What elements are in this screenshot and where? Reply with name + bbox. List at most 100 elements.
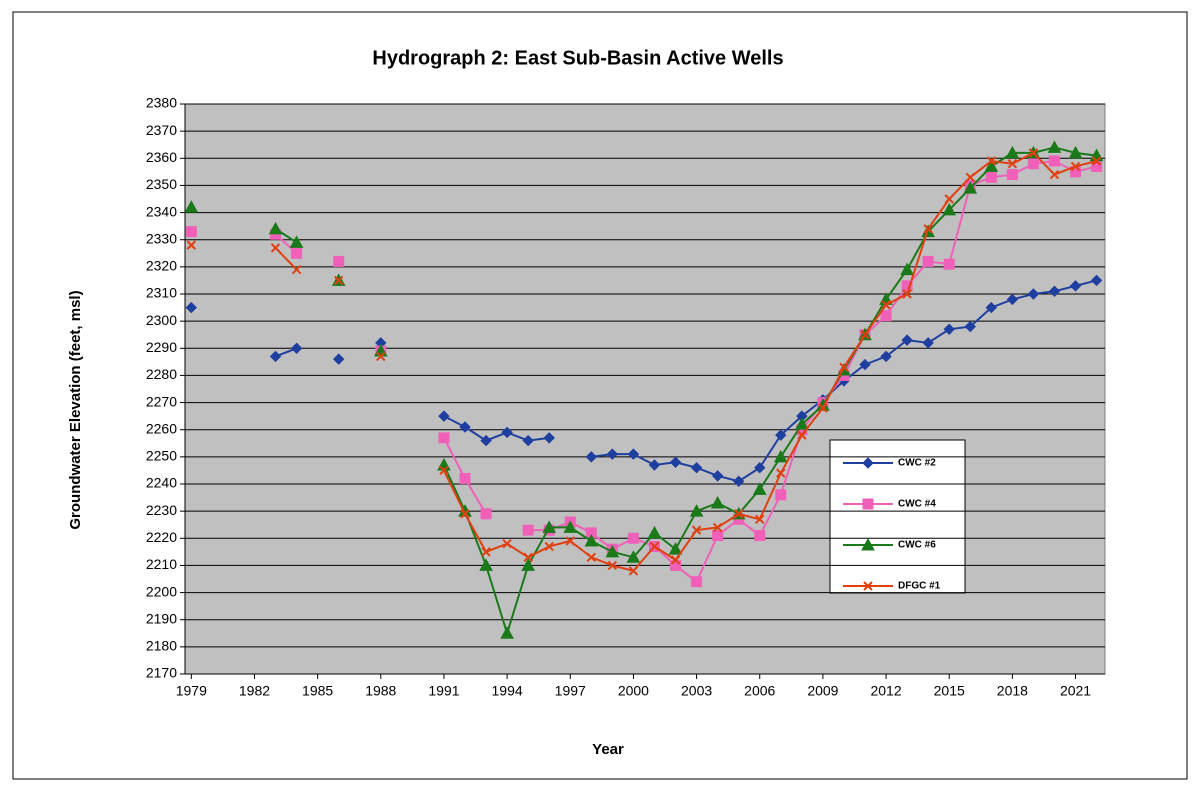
marker xyxy=(689,504,704,517)
x-tick-label: 1988 xyxy=(365,683,396,699)
marker xyxy=(584,533,599,547)
y-tick-label: 2250 xyxy=(146,448,177,464)
y-tick-label: 2230 xyxy=(146,502,177,518)
marker xyxy=(268,221,283,235)
marker xyxy=(880,310,892,322)
marker xyxy=(773,449,788,463)
marker xyxy=(376,351,386,362)
x-tick-label: 1985 xyxy=(302,683,333,699)
marker xyxy=(985,171,997,183)
marker xyxy=(521,558,536,571)
marker xyxy=(942,202,957,216)
legend-label: DFGC #1 xyxy=(898,581,941,592)
marker xyxy=(500,626,514,639)
y-tick-label: 2320 xyxy=(146,258,177,274)
marker xyxy=(690,462,703,474)
marker xyxy=(670,559,682,571)
marker xyxy=(922,255,934,267)
marker xyxy=(438,432,450,444)
marker xyxy=(1048,285,1061,297)
x-tick-label: 2018 xyxy=(997,683,1028,699)
x-tick-label: 2003 xyxy=(681,683,712,699)
marker xyxy=(333,275,344,286)
marker xyxy=(752,482,767,495)
marker xyxy=(863,581,873,591)
marker xyxy=(1006,169,1018,181)
marker xyxy=(479,558,493,571)
marker xyxy=(460,509,470,519)
marker xyxy=(1090,274,1103,287)
marker xyxy=(626,550,641,563)
marker xyxy=(185,226,197,238)
marker xyxy=(669,456,682,468)
marker xyxy=(627,448,640,460)
y-tick-label: 2380 xyxy=(146,95,177,111)
marker xyxy=(862,457,874,469)
x-tick-label: 1982 xyxy=(239,683,270,699)
marker xyxy=(1028,148,1039,158)
marker xyxy=(943,323,955,335)
marker xyxy=(439,465,449,476)
y-tick-label: 2340 xyxy=(146,203,177,219)
marker xyxy=(291,247,303,259)
marker xyxy=(943,258,955,270)
marker xyxy=(691,525,702,535)
y-tick-label: 2270 xyxy=(146,393,177,409)
marker xyxy=(794,417,809,430)
y-tick-label: 2260 xyxy=(146,420,177,436)
y-tick-label: 2190 xyxy=(146,610,177,626)
marker xyxy=(501,426,513,439)
marker xyxy=(900,262,914,276)
x-tick-label: 1994 xyxy=(492,683,523,699)
marker xyxy=(1005,145,1020,159)
marker xyxy=(861,537,875,551)
marker xyxy=(712,522,723,533)
x-tick-label: 2012 xyxy=(870,683,901,699)
marker xyxy=(775,429,787,441)
marker xyxy=(754,530,766,542)
x-tick-label: 1997 xyxy=(555,683,586,699)
marker xyxy=(270,243,281,253)
marker xyxy=(1069,280,1082,292)
marker xyxy=(1007,159,1018,169)
marker xyxy=(605,544,620,558)
marker xyxy=(944,194,954,204)
y-tick-label: 2280 xyxy=(146,366,177,382)
x-tick-label: 2021 xyxy=(1060,683,1091,699)
marker xyxy=(711,470,724,482)
marker xyxy=(1068,145,1083,159)
marker xyxy=(923,224,933,234)
x-tick-label: 2009 xyxy=(807,683,838,699)
x-tick-label: 1979 xyxy=(176,683,207,699)
marker xyxy=(289,235,304,248)
marker xyxy=(902,289,912,299)
legend-label: CWC #6 xyxy=(898,540,936,551)
legend-label: CWC #4 xyxy=(898,499,936,510)
marker xyxy=(502,539,512,549)
marker xyxy=(901,334,913,346)
y-tick-label: 2200 xyxy=(146,583,177,599)
y-tick-label: 2240 xyxy=(146,475,177,491)
marker xyxy=(859,358,871,371)
y-tick-label: 2350 xyxy=(146,176,177,192)
y-tick-label: 2300 xyxy=(146,312,177,328)
marker xyxy=(965,172,975,182)
marker xyxy=(563,520,578,533)
marker xyxy=(481,547,491,557)
marker xyxy=(985,301,998,314)
marker xyxy=(797,430,807,440)
marker xyxy=(291,264,302,275)
marker xyxy=(710,495,725,509)
x-tick-label: 2006 xyxy=(744,683,775,699)
marker xyxy=(586,552,597,562)
marker xyxy=(648,459,661,471)
y-tick-label: 2360 xyxy=(146,149,177,165)
y-tick-label: 2180 xyxy=(146,638,177,654)
x-tick-label: 2015 xyxy=(934,683,965,699)
y-tick-label: 2170 xyxy=(146,665,177,681)
marker xyxy=(1048,155,1060,167)
marker xyxy=(818,403,828,413)
marker xyxy=(670,555,681,565)
x-tick-label: 1991 xyxy=(428,683,459,699)
marker xyxy=(1047,140,1062,153)
